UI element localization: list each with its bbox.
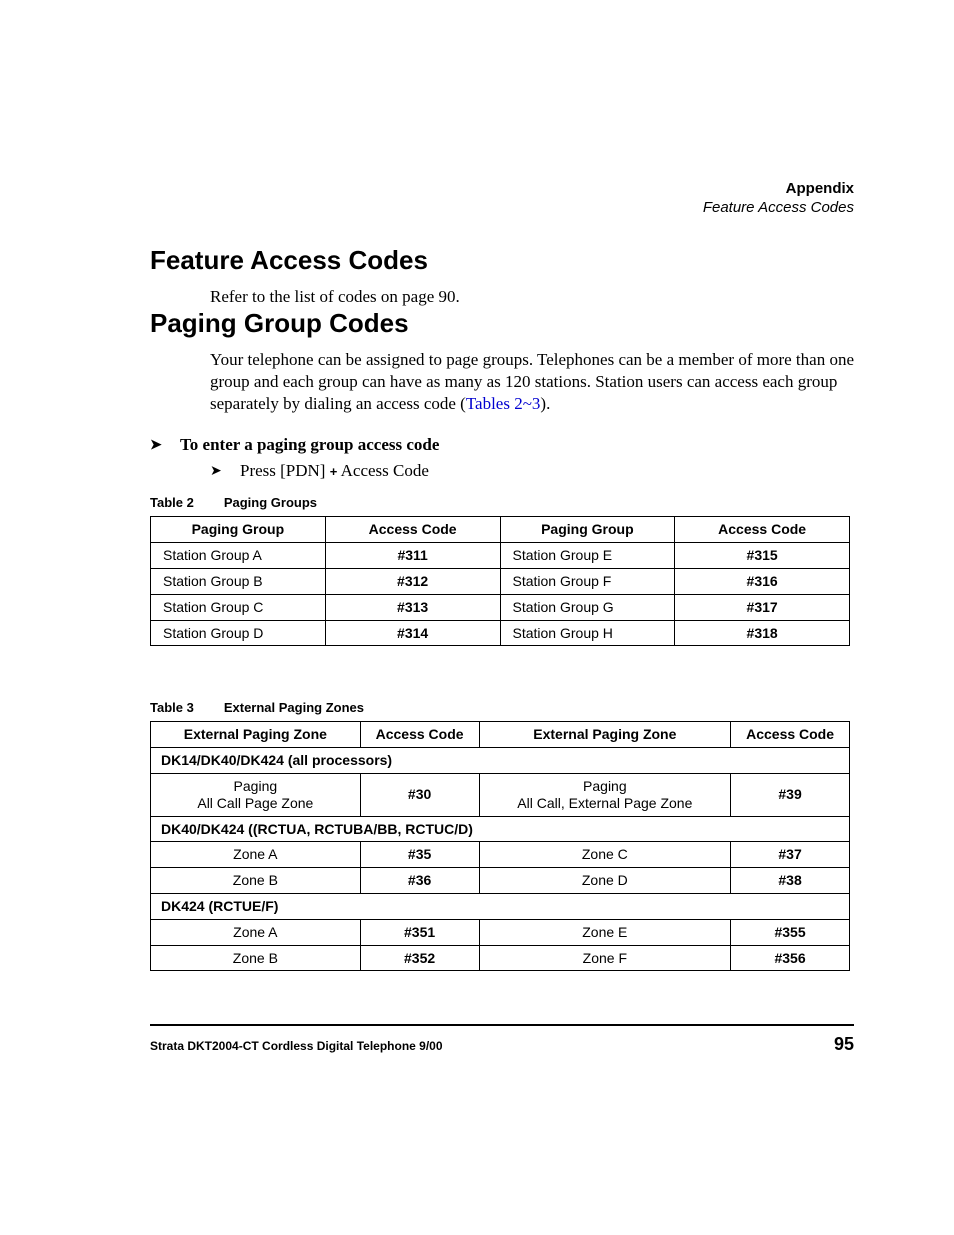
table2-cell: Station Group B	[151, 568, 326, 594]
table-row: Zone A#35Zone C#37	[151, 842, 850, 868]
table2-cell: #318	[675, 620, 850, 646]
table2: Paging GroupAccess CodePaging GroupAcces…	[150, 516, 850, 646]
table2-cell: Station Group H	[500, 620, 675, 646]
tables-reference-link[interactable]: Tables 2~3	[466, 394, 541, 413]
table2-cell: #312	[325, 568, 500, 594]
table2-cell: Station Group G	[500, 594, 675, 620]
table3-caption-num: Table 3	[150, 700, 194, 715]
page-footer: Strata DKT2004-CT Cordless Digital Telep…	[150, 1024, 854, 1055]
table2-header-cell: Paging Group	[151, 517, 326, 543]
table3-section-header: DK424 (RCTUE/F)	[151, 893, 850, 919]
footer-left: Strata DKT2004-CT Cordless Digital Telep…	[150, 1039, 443, 1053]
page-number: 95	[834, 1034, 854, 1055]
table3-header-cell: External Paging Zone	[479, 722, 731, 748]
table3-cell: Zone F	[479, 945, 731, 971]
section1-body: Refer to the list of codes on page 90.	[210, 286, 854, 308]
table3-cell: #35	[360, 842, 479, 868]
procedure-heading-text: To enter a paging group access code	[180, 435, 439, 454]
header-appendix: Appendix	[703, 180, 854, 199]
table2-cell: #311	[325, 543, 500, 569]
table3-cell: #37	[731, 842, 850, 868]
table3-header-cell: Access Code	[731, 722, 850, 748]
table-row: DK14/DK40/DK424 (all processors)	[151, 748, 850, 774]
table-row: Station Group C#313Station Group G#317	[151, 594, 850, 620]
step-post: Access Code	[337, 461, 429, 480]
table2-header-cell: Paging Group	[500, 517, 675, 543]
procedure-heading: ➤ To enter a paging group access code	[150, 435, 854, 455]
table3-cell: #355	[731, 919, 850, 945]
table3-cell: PagingAll Call Page Zone	[151, 773, 361, 816]
table3-cell: Zone E	[479, 919, 731, 945]
table3-cell: #38	[731, 868, 850, 894]
table2-cell: #313	[325, 594, 500, 620]
table3-section-header: DK14/DK40/DK424 (all processors)	[151, 748, 850, 774]
table-row: Zone B#352Zone F#356	[151, 945, 850, 971]
table2-cell: #317	[675, 594, 850, 620]
table-row: DK424 (RCTUE/F)	[151, 893, 850, 919]
table-row: Station Group B#312Station Group F#316	[151, 568, 850, 594]
table3-cell: Zone C	[479, 842, 731, 868]
table2-header-row: Paging GroupAccess CodePaging GroupAcces…	[151, 517, 850, 543]
section2-title: Paging Group Codes	[150, 308, 854, 339]
header-subtitle: Feature Access Codes	[703, 199, 854, 218]
table2-cell: Station Group F	[500, 568, 675, 594]
page-content: Feature Access Codes Refer to the list o…	[150, 245, 854, 971]
table3-cell: Zone A	[151, 919, 361, 945]
table-row: PagingAll Call Page Zone#30PagingAll Cal…	[151, 773, 850, 816]
table2-cell: Station Group A	[151, 543, 326, 569]
table2-cell: Station Group D	[151, 620, 326, 646]
table3-header-row: External Paging ZoneAccess CodeExternal …	[151, 722, 850, 748]
arrow-icon: ➤	[210, 463, 222, 480]
table3-cell: #36	[360, 868, 479, 894]
table3-cell: Zone D	[479, 868, 731, 894]
procedure-step: ➤ Press [PDN] + Access Code	[150, 461, 854, 481]
table2-caption-num: Table 2	[150, 495, 194, 510]
table3-cell: #30	[360, 773, 479, 816]
arrow-icon: ➤	[150, 437, 162, 454]
table3-cell: #39	[731, 773, 850, 816]
table3-cell: Zone B	[151, 945, 361, 971]
step-pre: Press [PDN]	[240, 461, 330, 480]
table-row: Station Group A#311Station Group E#315	[151, 543, 850, 569]
table3-cell: Zone B	[151, 868, 361, 894]
table2-cell: Station Group C	[151, 594, 326, 620]
section2-body: Your telephone can be assigned to page g…	[210, 349, 854, 415]
table3-cell: #352	[360, 945, 479, 971]
table3-caption-title: External Paging Zones	[224, 700, 364, 715]
table2-cell: #316	[675, 568, 850, 594]
table2-cell: #315	[675, 543, 850, 569]
table2-cell: #314	[325, 620, 500, 646]
table3-section-header: DK40/DK424 ((RCTUA, RCTUBA/BB, RCTUC/D)	[151, 816, 850, 842]
table3-header-cell: External Paging Zone	[151, 722, 361, 748]
table2-header-cell: Access Code	[325, 517, 500, 543]
running-header: Appendix Feature Access Codes	[703, 180, 854, 218]
table3-header-cell: Access Code	[360, 722, 479, 748]
table2-caption-title: Paging Groups	[224, 495, 317, 510]
table-row: DK40/DK424 ((RCTUA, RCTUBA/BB, RCTUC/D)	[151, 816, 850, 842]
table-row: Zone B#36Zone D#38	[151, 868, 850, 894]
table3-cell: PagingAll Call, External Page Zone	[479, 773, 731, 816]
table3-cell: Zone A	[151, 842, 361, 868]
table-row: Zone A#351Zone E#355	[151, 919, 850, 945]
table3: External Paging ZoneAccess CodeExternal …	[150, 721, 850, 971]
table2-caption: Table 2 Paging Groups	[150, 495, 854, 510]
table3-cell: #351	[360, 919, 479, 945]
section2-body-post: ).	[540, 394, 550, 413]
section1-title: Feature Access Codes	[150, 245, 854, 276]
table2-header-cell: Access Code	[675, 517, 850, 543]
footer-rule	[150, 1024, 854, 1026]
table3-caption: Table 3 External Paging Zones	[150, 700, 854, 715]
document-page: Appendix Feature Access Codes Feature Ac…	[0, 0, 954, 1235]
table2-cell: Station Group E	[500, 543, 675, 569]
table3-cell: #356	[731, 945, 850, 971]
table-row: Station Group D#314Station Group H#318	[151, 620, 850, 646]
